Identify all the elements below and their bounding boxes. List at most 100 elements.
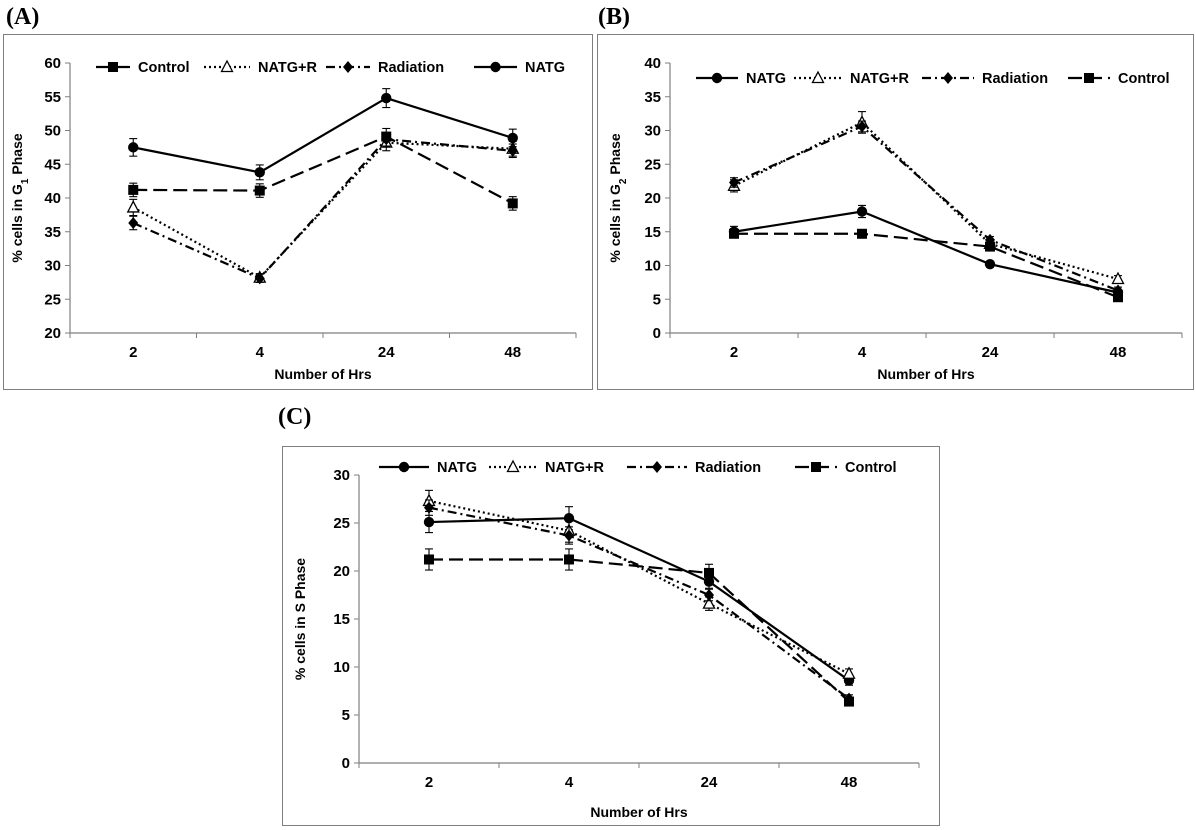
data-point-control [254, 185, 265, 196]
data-point-control [729, 228, 739, 239]
y-tick-label: 35 [644, 89, 661, 106]
legend-marker-natg [398, 461, 410, 473]
series-radiation [424, 499, 854, 705]
series-natg [423, 506, 855, 686]
data-point-natg [984, 258, 996, 270]
series-line-radiation [428, 506, 850, 700]
y-tick-label: 30 [333, 467, 350, 484]
y-axis-label-text: % cells in G [607, 184, 623, 263]
legend-marker-natg-r [811, 70, 825, 84]
y-tick-label: 60 [44, 55, 61, 72]
series-line-control [133, 135, 514, 205]
panel-label-b: (B) [598, 4, 630, 30]
legend-label-natg-r: NATG+R [545, 460, 604, 476]
y-tick-label: 5 [653, 291, 661, 308]
legend-marker-natg-r [506, 459, 520, 473]
data-point-control [507, 198, 518, 209]
y-tick-label: 10 [333, 659, 350, 676]
y-tick-label: 25 [333, 515, 350, 532]
series-line-radiation [132, 138, 513, 280]
series-line-natg-r [733, 121, 1119, 281]
data-point-control [424, 554, 434, 565]
legend-label-control: Control [1118, 71, 1170, 87]
data-point-control [985, 241, 995, 252]
data-point-radiation [507, 144, 518, 157]
data-point-radiation [704, 589, 714, 601]
x-tick-label: 24 [982, 344, 999, 361]
legend-label-radiation: Radiation [982, 71, 1048, 87]
data-point-natg-r [1111, 271, 1125, 285]
data-point-natg [856, 206, 868, 217]
x-axis-label: Number of Hrs [274, 366, 371, 382]
x-tick-label: 48 [504, 344, 521, 361]
y-tick-label: 15 [644, 224, 661, 241]
legend-marker-natg [711, 72, 723, 84]
data-point-radiation [857, 120, 867, 133]
data-point-radiation [729, 176, 739, 189]
y-tick-label: 35 [44, 224, 61, 241]
series-line-natg-r [428, 499, 850, 675]
x-tick-label: 2 [730, 344, 738, 361]
series-natg-r [727, 111, 1125, 285]
data-point-natg [507, 132, 518, 144]
data-point-radiation [128, 216, 139, 229]
y-tick-label: 15 [333, 611, 350, 628]
series-control [729, 228, 1123, 303]
panel-b: 0 5 10 15 20 25 30 35 40 2 4 24 48 Number of Hrs% cel… [597, 34, 1194, 390]
y-axis-label-text: Phase [9, 133, 25, 178]
panel-label-c: (C) [278, 404, 312, 430]
data-point-natg-r [842, 666, 856, 679]
legend-marker-radiation [343, 61, 353, 73]
legend: NATG NATG+R Radiation Control [379, 459, 897, 476]
series-natg [128, 88, 518, 181]
x-tick-label: 2 [129, 344, 137, 361]
series-line-control [734, 232, 1119, 299]
data-point-natg-r [702, 596, 716, 609]
legend-marker-control [1084, 73, 1094, 83]
y-axis-label-text: Phase [607, 133, 623, 178]
y-tick-label: 30 [44, 258, 61, 275]
y-tick-label: 40 [644, 55, 661, 72]
x-tick-label: 24 [701, 774, 718, 791]
legend-marker-control [108, 62, 118, 72]
y-axis-label: % cells in G2 Phase [607, 133, 629, 263]
data-point-natg-r [126, 200, 140, 213]
legend-marker-natg-r [220, 59, 234, 73]
data-point-natg [423, 516, 435, 528]
legend-label-control: Control [845, 460, 897, 476]
data-point-radiation [254, 272, 265, 285]
y-axis-label-text: % cells in G [9, 184, 25, 263]
y-tick-label: 20 [644, 190, 661, 207]
data-point-natg [381, 92, 392, 104]
legend-label-natg-r: NATG+R [258, 60, 317, 76]
y-axis-label: % cells in G1 Phase [9, 133, 31, 263]
series-radiation [729, 120, 1123, 297]
panel-c: 0 5 10 15 20 25 30 2 4 24 48 Number of Hrs% cells i… [282, 446, 940, 826]
legend-label-control: Control [138, 60, 190, 76]
legend-label-natg: NATG [746, 71, 786, 87]
legend-marker-natg [490, 61, 501, 73]
data-point-natg [128, 142, 139, 153]
panel-label-a: (A) [6, 4, 40, 30]
data-point-radiation [424, 501, 434, 514]
y-tick-label: 5 [342, 707, 350, 724]
legend: Control NATG+R Radiation NATG [96, 59, 565, 76]
y-tick-label: 45 [44, 156, 61, 173]
y-tick-label: 40 [44, 190, 61, 207]
y-axis-label: % cells in S Phase [292, 558, 308, 680]
legend-label-natg: NATG [437, 460, 477, 476]
data-point-control [128, 184, 139, 195]
y-tick-label: 20 [44, 325, 61, 342]
x-tick-label: 24 [378, 344, 395, 361]
legend-label-radiation: Radiation [378, 60, 444, 76]
y-axis-label-text: % cells in S Phase [292, 558, 308, 680]
series-radiation [128, 131, 518, 285]
series-control [128, 127, 518, 211]
legend: NATG NATG+R Radiation Control [696, 70, 1170, 87]
y-tick-label: 20 [333, 563, 350, 580]
y-axis-label-subscript: 1 [20, 178, 31, 184]
y-tick-label: 55 [44, 89, 61, 106]
